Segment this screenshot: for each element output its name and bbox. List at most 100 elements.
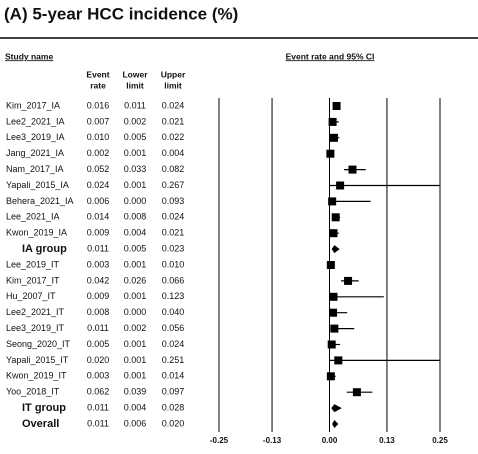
study-name: Kwon_2019_IT xyxy=(6,371,67,381)
lower-limit: 0.026 xyxy=(124,275,147,285)
upper-limit: 0.021 xyxy=(162,228,185,238)
study-name: Lee3_2019_IA xyxy=(6,132,65,142)
plot-header: Event rate and 95% CI xyxy=(286,51,375,61)
x-tick-label: 0.13 xyxy=(379,436,395,445)
summary-diamond xyxy=(331,245,340,254)
plot-area xyxy=(326,102,440,428)
event-rate: 0.062 xyxy=(87,387,110,397)
event-rate: 0.042 xyxy=(87,275,110,285)
lower-limit: 0.005 xyxy=(124,243,147,253)
study-name: Kim_2017_IT xyxy=(6,275,60,285)
event-rate: 0.007 xyxy=(87,116,110,126)
lower-limit: 0.000 xyxy=(124,307,147,317)
x-tick-label: 0.25 xyxy=(432,436,448,445)
point-estimate xyxy=(326,372,335,381)
event-rate: 0.011 xyxy=(87,243,109,253)
upper-limit: 0.010 xyxy=(162,259,185,269)
upper-limit: 0.024 xyxy=(162,100,185,110)
event-rate: 0.006 xyxy=(87,196,110,206)
event-rate: 0.016 xyxy=(87,100,110,110)
lower-limit: 0.001 xyxy=(124,180,147,190)
study-name: Lee_2021_IA xyxy=(6,212,60,222)
chart-title: (A) 5-year HCC incidence (%) xyxy=(4,4,238,23)
column-header: limit xyxy=(164,80,182,90)
left-header: Study name xyxy=(5,51,53,61)
point-estimate xyxy=(330,324,339,333)
lower-limit: 0.006 xyxy=(124,418,147,428)
lower-limit: 0.001 xyxy=(124,148,147,158)
study-name: Lee_2019_IT xyxy=(6,259,60,269)
point-estimate xyxy=(348,165,357,174)
point-estimate xyxy=(329,292,338,301)
event-rate: 0.002 xyxy=(87,148,110,158)
event-rate: 0.008 xyxy=(87,307,110,317)
event-rate: 0.009 xyxy=(87,228,110,238)
column-header: Upper xyxy=(161,69,186,79)
upper-limit: 0.267 xyxy=(162,180,185,190)
point-estimate xyxy=(344,276,353,285)
upper-limit: 0.097 xyxy=(162,387,185,397)
upper-limit: 0.251 xyxy=(162,355,185,365)
point-estimate xyxy=(326,261,335,269)
event-rate: 0.052 xyxy=(87,164,110,174)
x-tick-label: 0.00 xyxy=(322,436,338,445)
point-estimate xyxy=(336,181,345,190)
group-name: IA group xyxy=(22,243,67,255)
lower-limit: 0.001 xyxy=(124,259,147,269)
upper-limit: 0.021 xyxy=(162,116,185,126)
lower-limit: 0.002 xyxy=(124,116,147,126)
point-estimate xyxy=(334,356,343,365)
lower-limit: 0.005 xyxy=(124,132,147,142)
lower-limit: 0.000 xyxy=(124,196,147,206)
upper-limit: 0.024 xyxy=(162,339,185,349)
event-rate: 0.005 xyxy=(87,339,110,349)
study-name: Behera_2021_IA xyxy=(6,196,74,206)
upper-limit: 0.093 xyxy=(162,196,185,206)
upper-limit: 0.024 xyxy=(162,212,185,222)
point-estimate xyxy=(352,388,361,397)
study-name: Lee2_2021_IA xyxy=(6,116,65,126)
lower-limit: 0.002 xyxy=(124,323,147,333)
lower-limit: 0.004 xyxy=(124,402,147,412)
lower-limit: 0.001 xyxy=(124,371,147,381)
lower-limit: 0.001 xyxy=(124,339,147,349)
study-name: Lee3_2019_IT xyxy=(6,323,65,333)
study-name: Lee2_2021_IT xyxy=(6,307,65,317)
lower-limit: 0.008 xyxy=(124,212,147,222)
group-name: IT group xyxy=(22,402,66,414)
study-name: Yapali_2015_IA xyxy=(6,180,69,190)
event-rate: 0.014 xyxy=(87,212,110,222)
study-name: Jang_2021_IA xyxy=(6,148,64,158)
event-rate: 0.003 xyxy=(87,371,110,381)
column-header: Lower xyxy=(122,69,148,79)
study-name: Kwon_2019_IA xyxy=(6,228,67,238)
event-rate: 0.003 xyxy=(87,259,110,269)
column-header: limit xyxy=(126,80,144,90)
point-estimate xyxy=(332,102,341,110)
upper-limit: 0.020 xyxy=(162,418,185,428)
event-rate: 0.011 xyxy=(87,402,109,412)
event-rate: 0.009 xyxy=(87,291,110,301)
summary-diamond xyxy=(331,404,342,413)
event-rate: 0.010 xyxy=(87,132,110,142)
point-estimate xyxy=(329,308,338,317)
summary-diamond xyxy=(332,420,339,428)
upper-limit: 0.123 xyxy=(162,291,185,301)
study-name: Nam_2017_IA xyxy=(6,164,64,174)
study-name: Yoo_2018_IT xyxy=(6,387,60,397)
point-estimate xyxy=(331,213,340,222)
lower-limit: 0.001 xyxy=(124,291,147,301)
upper-limit: 0.082 xyxy=(162,164,185,174)
upper-limit: 0.040 xyxy=(162,307,185,317)
column-header: rate xyxy=(90,80,106,90)
group-name: Overall xyxy=(22,418,59,430)
upper-limit: 0.014 xyxy=(162,371,185,381)
upper-limit: 0.004 xyxy=(162,148,185,158)
upper-limit: 0.056 xyxy=(162,323,185,333)
x-tick-label: -0.13 xyxy=(263,436,282,445)
study-name: Yapali_2015_IT xyxy=(6,355,69,365)
x-tick-label: -0.25 xyxy=(210,436,229,445)
column-header: Event xyxy=(86,69,109,79)
lower-limit: 0.004 xyxy=(124,228,147,238)
